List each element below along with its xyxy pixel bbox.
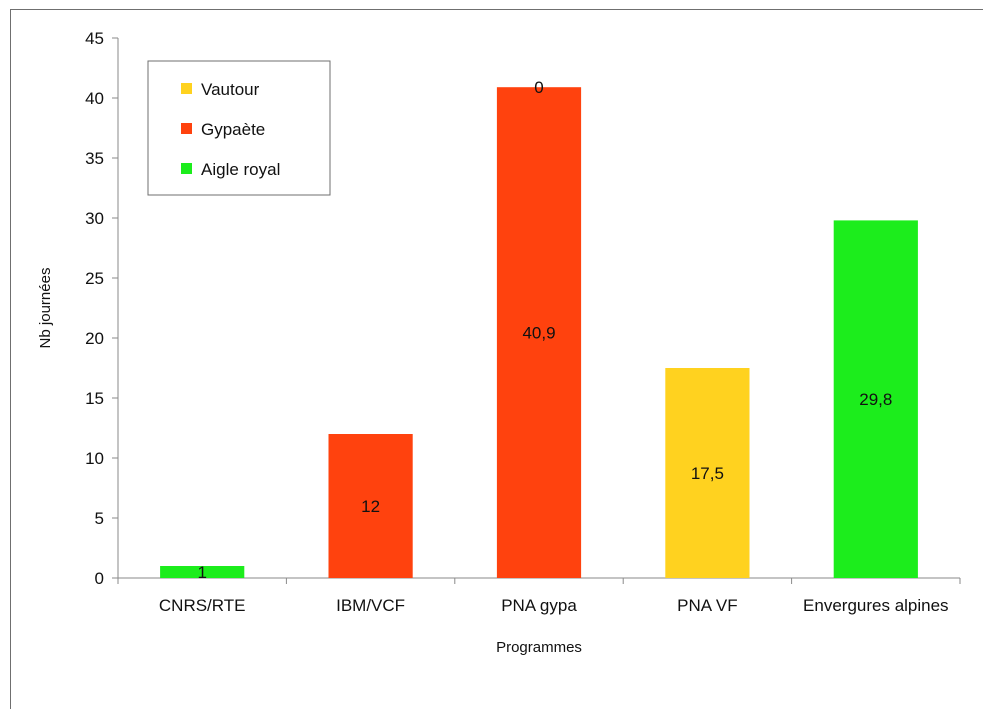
y-tick-label: 40 xyxy=(85,89,104,108)
bars xyxy=(160,87,918,578)
y-tick-label: 10 xyxy=(85,449,104,468)
x-ticks: CNRS/RTE IBM/VCF PNA gypa PNA VF Envergures … xyxy=(117,578,961,615)
y-tick-label: 20 xyxy=(85,329,104,348)
legend-label: Aigle royal xyxy=(201,160,280,179)
y-axis-title: Nb journées xyxy=(37,268,54,349)
bar xyxy=(496,87,582,578)
data-label: 40,9 xyxy=(522,324,555,343)
data-label: 12 xyxy=(361,497,380,516)
legend: Vautour Gypaète Aigle royal xyxy=(147,60,331,196)
data-label: 17,5 xyxy=(691,464,724,483)
x-tick-label: CNRS/RTE xyxy=(159,596,246,615)
legend-label: Vautour xyxy=(201,80,260,99)
legend-box xyxy=(147,60,331,196)
y-ticks: 0 5 10 15 20 25 30 35 40 45 xyxy=(85,29,118,588)
y-tick-label: 30 xyxy=(85,209,104,228)
bar xyxy=(328,434,413,578)
y-tick-label: 25 xyxy=(85,269,104,288)
bar xyxy=(665,368,750,578)
legend-label: Gypaète xyxy=(201,120,265,139)
y-tick-label: 0 xyxy=(95,569,104,588)
x-tick-label: PNA VF xyxy=(677,596,737,615)
x-tick-label: IBM/VCF xyxy=(336,596,405,615)
data-label: 0 xyxy=(534,78,543,97)
bar xyxy=(160,566,245,578)
legend-swatch xyxy=(181,123,192,134)
legend-swatch xyxy=(181,163,192,174)
data-labels: 1 12 40,9 0 17,5 29,8 xyxy=(197,78,892,582)
y-tick-label: 15 xyxy=(85,389,104,408)
y-tick-label: 35 xyxy=(85,149,104,168)
x-tick-label: Envergures alpines xyxy=(803,596,949,615)
y-tick-label: 5 xyxy=(95,509,104,528)
chart-frame xyxy=(10,9,983,709)
legend-swatch xyxy=(181,83,192,94)
x-axis-title: Programmes xyxy=(496,639,582,656)
y-tick-label: 45 xyxy=(85,29,104,48)
x-tick-label: PNA gypa xyxy=(501,596,577,615)
bar xyxy=(833,220,918,578)
data-label: 1 xyxy=(197,563,206,582)
data-label: 29,8 xyxy=(859,390,892,409)
